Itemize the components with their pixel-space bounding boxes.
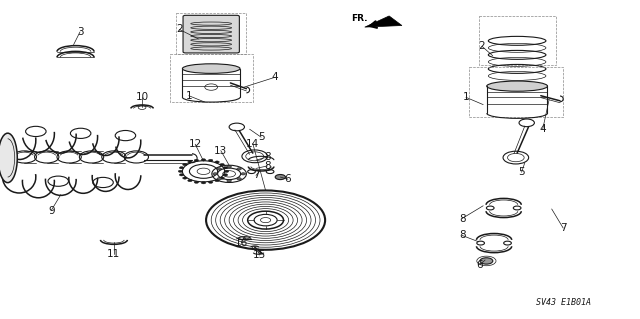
Circle shape	[209, 159, 213, 161]
Text: 4: 4	[540, 124, 546, 134]
Text: 15: 15	[253, 250, 266, 260]
FancyBboxPatch shape	[183, 15, 239, 53]
Text: 14: 14	[246, 138, 259, 149]
Text: 8: 8	[264, 152, 271, 162]
Text: 3: 3	[77, 27, 83, 37]
Text: 2: 2	[479, 41, 485, 51]
Circle shape	[209, 181, 213, 183]
Text: 9: 9	[48, 205, 54, 216]
Text: 8: 8	[264, 161, 271, 171]
Circle shape	[275, 174, 285, 180]
Text: FR.: FR.	[351, 14, 368, 23]
Circle shape	[215, 180, 220, 182]
Text: 5: 5	[518, 167, 525, 177]
Circle shape	[227, 180, 232, 182]
Text: 8: 8	[459, 213, 465, 224]
Circle shape	[212, 173, 217, 175]
Circle shape	[223, 174, 228, 176]
Ellipse shape	[182, 64, 240, 73]
Circle shape	[217, 168, 221, 170]
Circle shape	[224, 170, 229, 172]
Text: 13: 13	[214, 145, 227, 156]
Circle shape	[182, 163, 187, 166]
Text: 11: 11	[108, 249, 120, 259]
Circle shape	[182, 177, 187, 179]
Circle shape	[178, 170, 183, 172]
Circle shape	[201, 159, 206, 161]
Circle shape	[227, 166, 232, 168]
Text: 8: 8	[459, 230, 465, 241]
Circle shape	[220, 177, 225, 179]
Text: 2: 2	[176, 24, 182, 34]
Circle shape	[237, 178, 241, 180]
Circle shape	[241, 173, 246, 175]
Text: 6: 6	[285, 174, 291, 184]
Ellipse shape	[0, 133, 17, 182]
Circle shape	[188, 161, 192, 163]
Text: 1: 1	[186, 91, 192, 101]
Circle shape	[217, 178, 221, 180]
Circle shape	[237, 168, 241, 170]
Circle shape	[188, 180, 192, 182]
Circle shape	[194, 181, 198, 183]
Ellipse shape	[487, 81, 548, 91]
Circle shape	[220, 163, 225, 166]
Text: 16: 16	[235, 238, 248, 248]
Circle shape	[480, 258, 493, 264]
Text: 7: 7	[560, 223, 566, 233]
Text: SV43 E1B01A: SV43 E1B01A	[536, 298, 591, 307]
Circle shape	[215, 161, 220, 163]
Circle shape	[194, 159, 198, 161]
Text: 12: 12	[189, 139, 202, 149]
Text: 1: 1	[463, 92, 469, 102]
Circle shape	[223, 167, 228, 169]
Text: 6: 6	[477, 260, 483, 270]
Text: 10: 10	[136, 92, 148, 102]
Polygon shape	[365, 16, 402, 27]
Text: 5: 5	[258, 132, 264, 142]
Text: 4: 4	[272, 72, 278, 82]
Circle shape	[201, 182, 206, 184]
Circle shape	[179, 167, 184, 169]
Text: 7: 7	[253, 170, 259, 181]
Circle shape	[179, 174, 184, 176]
